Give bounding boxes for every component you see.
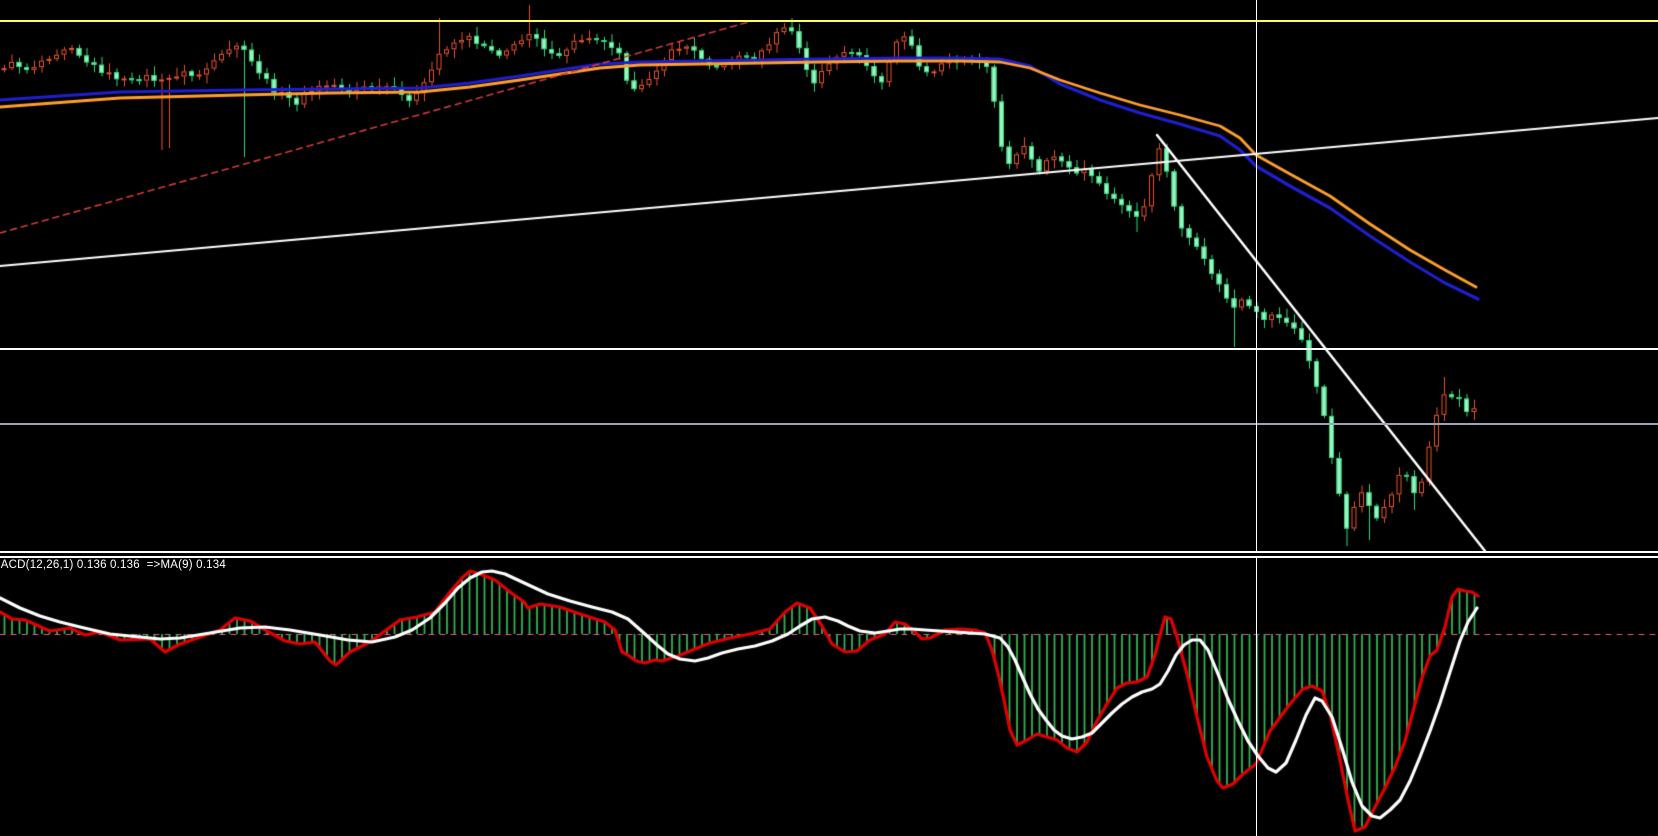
horizontal-level-line-white[interactable] bbox=[0, 348, 1658, 350]
panel-separator[interactable] bbox=[0, 551, 1658, 558]
crosshair-vertical-line bbox=[1256, 0, 1257, 836]
horizontal-level-line-yellow[interactable] bbox=[0, 20, 1658, 22]
horizontal-level-line-gray[interactable] bbox=[0, 423, 1658, 425]
macd-indicator-label: MACD(12,26,1) 0.136 0.136 =>MA(9) 0.134 bbox=[0, 559, 226, 571]
